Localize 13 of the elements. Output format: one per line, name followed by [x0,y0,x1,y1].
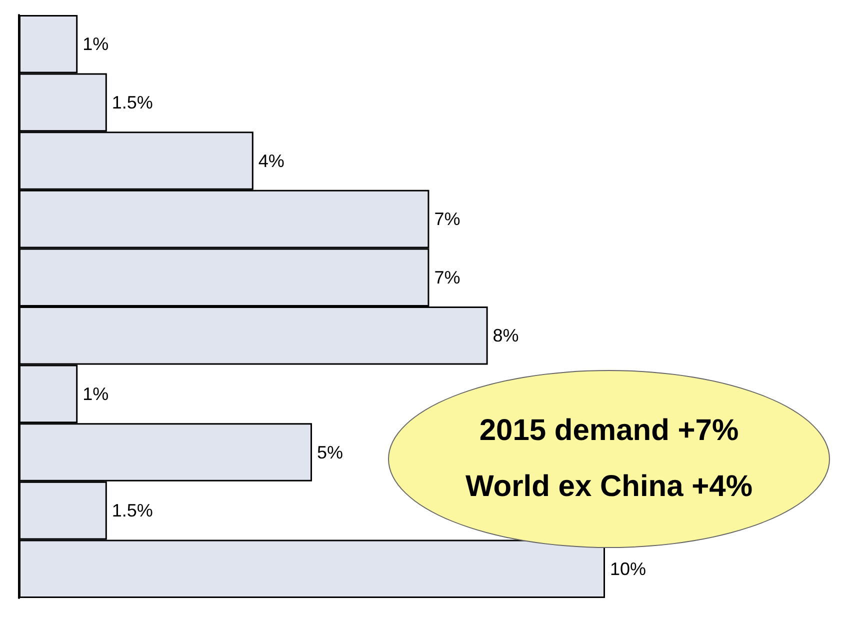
data-label: 5% [317,442,344,462]
data-label: 10% [610,558,646,579]
data-label: 1% [82,384,109,404]
annotation: 2015 demand +7% [479,413,739,449]
data-label: 8% [492,326,519,346]
data-label: 1.5% [112,500,153,521]
data-label: 1.5% [112,92,153,112]
data-label: 1% [82,34,109,54]
data-label: 7% [434,267,460,288]
data-label: 4% [258,150,284,171]
data-label: 7% [434,209,460,230]
annotation: World ex China +4% [465,469,753,505]
callout-ellipse: 2015 demand +7% World ex China +4% [388,370,830,548]
